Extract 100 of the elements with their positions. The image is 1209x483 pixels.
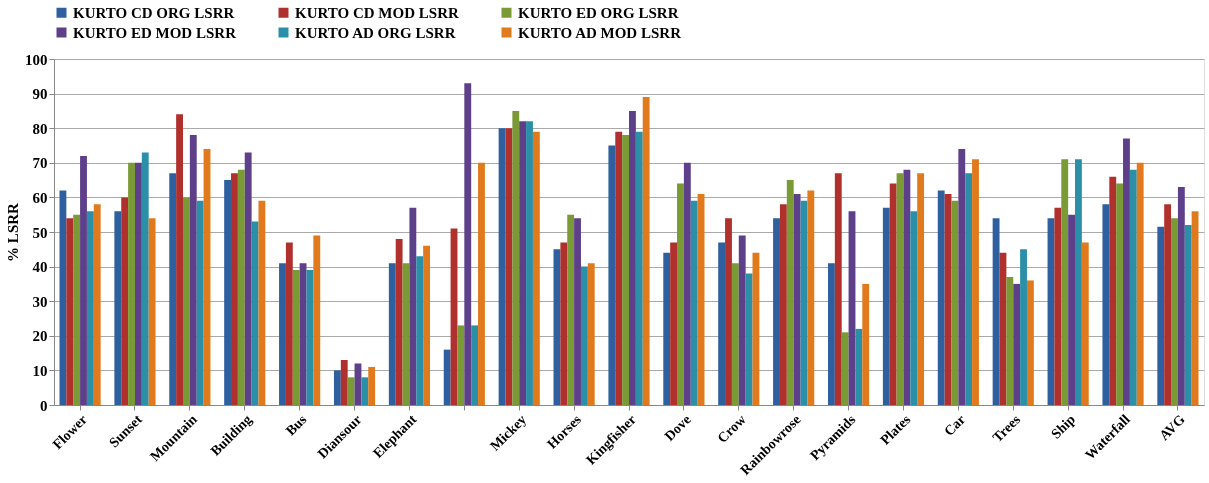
y-tick-label: 80 xyxy=(32,120,48,137)
bar xyxy=(1157,226,1165,405)
legend-label: KURTO CD ORG LSRR xyxy=(73,4,235,21)
bar xyxy=(951,200,959,405)
bar xyxy=(560,242,568,405)
bar xyxy=(690,200,698,405)
bar xyxy=(471,325,479,405)
bar xyxy=(786,180,794,405)
legend-label: KURTO CD MOD LSRR xyxy=(295,4,459,21)
bar xyxy=(587,263,595,405)
bar xyxy=(882,207,890,405)
bar xyxy=(59,190,67,405)
bar xyxy=(731,263,739,405)
y-tick-label: 30 xyxy=(32,293,48,310)
y-tick-label: 10 xyxy=(32,362,48,379)
bar xyxy=(361,377,369,405)
bar xyxy=(224,180,232,405)
bar xyxy=(642,97,650,405)
bar xyxy=(189,135,197,405)
bar xyxy=(1136,162,1144,405)
bar xyxy=(834,173,842,405)
bar xyxy=(478,162,485,405)
bar xyxy=(889,183,897,405)
bar xyxy=(134,162,142,405)
bar xyxy=(862,283,870,405)
x-tick-label: Bus xyxy=(282,411,310,439)
bar xyxy=(773,218,780,405)
bar xyxy=(347,377,355,405)
bar xyxy=(629,110,636,405)
bar xyxy=(1013,283,1021,405)
bar xyxy=(443,349,451,405)
bar xyxy=(635,131,643,405)
bar xyxy=(807,190,815,405)
bar xyxy=(333,370,341,405)
bar xyxy=(395,238,403,405)
bar xyxy=(80,155,87,405)
bar xyxy=(1164,204,1172,405)
bar xyxy=(258,200,266,405)
bar xyxy=(992,218,1000,405)
bar xyxy=(423,245,431,405)
bar xyxy=(1026,280,1034,405)
bar xyxy=(1123,138,1130,405)
bar xyxy=(958,148,966,405)
bar xyxy=(663,252,671,405)
bar xyxy=(148,218,156,405)
bar xyxy=(532,131,540,405)
bar xyxy=(608,145,616,405)
bar xyxy=(1102,204,1110,405)
bar xyxy=(1006,276,1014,405)
bar xyxy=(574,218,581,405)
y-tick-label: 60 xyxy=(32,189,48,206)
bar xyxy=(292,270,300,405)
bar xyxy=(244,152,252,405)
bar xyxy=(917,173,925,405)
bar xyxy=(183,197,190,405)
bar xyxy=(855,328,863,405)
bar xyxy=(86,211,94,405)
bar xyxy=(910,211,918,405)
bar xyxy=(1075,159,1082,405)
y-axis-title: % LSRR xyxy=(5,202,21,262)
legend-label: KURTO ED MOD LSRR xyxy=(73,24,237,41)
bar xyxy=(972,159,979,405)
bar xyxy=(340,360,348,405)
bar xyxy=(176,114,183,405)
bar xyxy=(457,325,465,405)
bar xyxy=(841,332,849,405)
bar xyxy=(615,131,623,405)
bar xyxy=(73,214,81,405)
bar xyxy=(738,235,746,405)
bar xyxy=(169,173,177,405)
bar xyxy=(114,211,122,405)
y-tick-label: 0 xyxy=(40,397,48,414)
bar xyxy=(1020,249,1027,405)
bar xyxy=(580,266,588,405)
bar xyxy=(1068,214,1075,405)
bar xyxy=(512,110,520,405)
y-tick-label: 90 xyxy=(32,86,48,103)
bar xyxy=(313,235,321,405)
bar xyxy=(683,162,691,405)
bar xyxy=(128,162,135,405)
bar xyxy=(779,204,787,405)
bar xyxy=(526,121,533,405)
y-tick-label: 50 xyxy=(32,224,48,241)
legend-label: KURTO ED ORG LSRR xyxy=(518,4,679,21)
bar xyxy=(505,128,513,405)
bar xyxy=(1184,225,1192,405)
bar xyxy=(1177,187,1185,405)
y-tick-label: 70 xyxy=(32,155,48,172)
x-tick-label: Car xyxy=(941,411,969,439)
bar xyxy=(141,152,149,405)
bar xyxy=(718,242,726,405)
y-tick-label: 20 xyxy=(32,328,48,345)
bar xyxy=(237,169,245,405)
legend-label: KURTO AD MOD LSRR xyxy=(518,24,682,41)
bar xyxy=(622,135,629,405)
bar xyxy=(1171,218,1178,405)
bar xyxy=(388,263,396,405)
legend-label: KURTO AD ORG LSRR xyxy=(295,24,456,41)
bar xyxy=(464,83,472,405)
bar xyxy=(231,173,238,405)
